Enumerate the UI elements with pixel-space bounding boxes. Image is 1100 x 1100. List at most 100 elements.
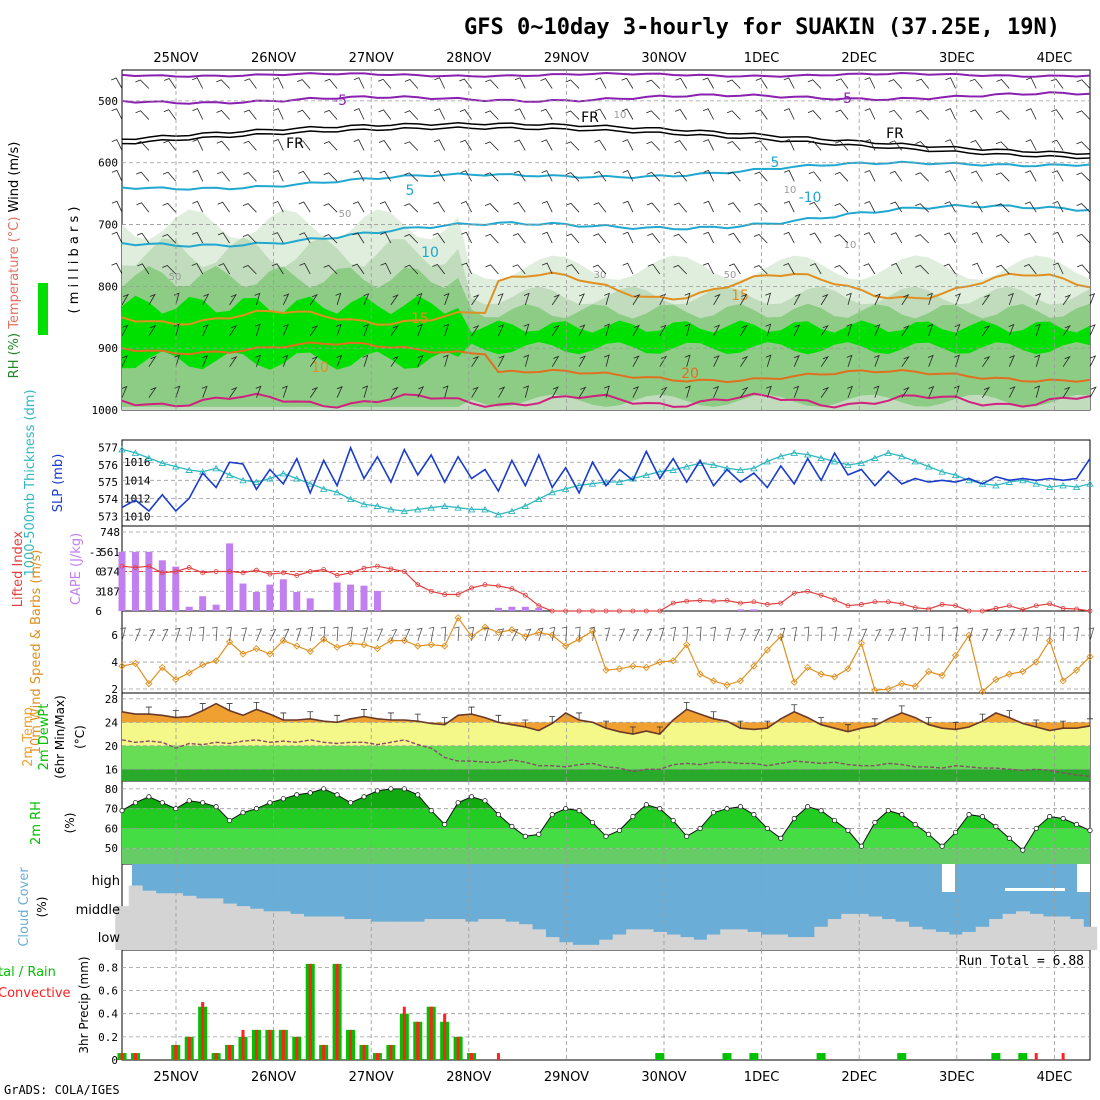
wind-barb xyxy=(864,200,876,213)
temp-max-whisker xyxy=(764,720,771,729)
wind-barb xyxy=(954,354,960,367)
rh-point xyxy=(1020,847,1026,853)
wind-barb xyxy=(632,324,641,337)
li-point xyxy=(361,565,367,571)
wind-barb xyxy=(163,140,177,151)
thickness-point xyxy=(1086,480,1094,487)
rh-point xyxy=(334,792,340,798)
li-point xyxy=(859,602,864,607)
contour-label-17: 10 xyxy=(614,110,627,121)
wind-barb xyxy=(728,263,741,275)
wind-barb xyxy=(901,356,910,367)
wind-barb xyxy=(713,293,721,306)
wind-barb xyxy=(593,233,607,244)
cloud-ytick-middle: middle xyxy=(76,903,120,918)
surface-wind-barb xyxy=(900,627,907,642)
precip-conv-bar xyxy=(456,1036,460,1060)
thickness-point xyxy=(709,461,718,468)
wind-barb xyxy=(684,292,691,306)
wind-speed-point xyxy=(871,686,879,694)
thickness-point xyxy=(373,502,382,509)
wind-barb xyxy=(915,234,929,244)
li-point xyxy=(711,598,716,604)
wind-barb xyxy=(765,354,772,367)
wind-barb xyxy=(755,109,768,120)
wind-barb xyxy=(1034,354,1041,367)
wind-speed-point xyxy=(1086,653,1094,661)
contour-minus5-a xyxy=(121,71,1091,78)
temp-max-whisker xyxy=(845,724,851,732)
precip-conv-bar xyxy=(496,1053,500,1060)
thickness-point xyxy=(1072,483,1081,491)
wind-barb xyxy=(378,140,392,151)
li-ylabel-part-0: Lifted Index xyxy=(11,530,26,607)
rh-band-2 xyxy=(122,808,1090,829)
cloud-low-bar xyxy=(384,921,399,950)
cloud-low-bar xyxy=(653,931,667,950)
wind-barb xyxy=(498,386,506,398)
contour-label-4: FR xyxy=(886,126,904,142)
thick-ytick-576: 576 xyxy=(98,459,118,472)
li-point xyxy=(334,573,340,578)
wind-barb xyxy=(272,200,284,213)
wind-barb xyxy=(703,200,714,213)
wind-barb xyxy=(390,294,399,306)
cloud-gap xyxy=(1077,864,1090,892)
cloud-low-bar xyxy=(451,919,466,950)
wind-barb xyxy=(323,141,338,151)
li-point xyxy=(375,563,380,569)
wind-barb xyxy=(202,293,210,306)
wind-speed-point xyxy=(777,632,785,641)
thickness-point xyxy=(561,485,570,492)
contour-label-9: 15 xyxy=(731,288,749,304)
cloud-ytick-low: low xyxy=(98,931,121,946)
wind-barb xyxy=(162,234,177,244)
wind-barb xyxy=(297,109,311,120)
wind-barb xyxy=(162,265,177,275)
wind-barb xyxy=(621,77,634,89)
wind-barb xyxy=(783,231,795,244)
wind-barb xyxy=(864,169,876,182)
wind-barb xyxy=(218,263,230,275)
wind-barb xyxy=(754,140,768,151)
wind-barb xyxy=(1051,139,1064,151)
wind-barb xyxy=(336,354,343,367)
cloud-low-bar xyxy=(142,890,157,950)
wind-barb xyxy=(901,294,910,306)
cape-bar xyxy=(239,583,247,611)
surface-wind-barb xyxy=(498,628,505,642)
wind-barb xyxy=(915,172,929,182)
cape-ytick-748: 748 xyxy=(100,526,120,539)
date-label-top-6: 1DEC xyxy=(744,51,780,66)
surface-wind-barb xyxy=(307,626,314,642)
cloud-low-bar xyxy=(733,929,748,950)
rh-point xyxy=(791,815,797,822)
rh-point xyxy=(885,808,891,814)
precip-conv-bar xyxy=(335,963,339,1060)
rh-point xyxy=(442,821,448,828)
wind-barb xyxy=(727,171,741,182)
wind-barb xyxy=(945,108,956,120)
temp-ytick-24: 24 xyxy=(105,716,119,729)
cloud-low-bar xyxy=(800,937,815,950)
li-point xyxy=(401,569,407,574)
wind-barb xyxy=(783,262,795,275)
date-label-bottom-1: 26NOV xyxy=(251,1070,296,1085)
li-point xyxy=(307,569,313,574)
wind-barb xyxy=(353,108,365,120)
run-total-label: Run Total = 6.88 xyxy=(959,954,1084,969)
rh-point xyxy=(361,794,367,800)
cape-bar xyxy=(535,607,543,611)
wind-barb xyxy=(461,231,472,244)
wind-barb xyxy=(323,172,338,182)
surface-wind-barb xyxy=(817,626,823,642)
wind-speed-point xyxy=(978,688,987,696)
rh-point xyxy=(186,798,192,804)
thickness-point xyxy=(844,461,852,468)
wind-speed-point xyxy=(373,645,382,653)
cloud-low-bar xyxy=(397,921,412,950)
precip-conv-bar xyxy=(1034,1053,1038,1060)
rh-point xyxy=(253,806,259,812)
cape-bar xyxy=(736,609,744,611)
